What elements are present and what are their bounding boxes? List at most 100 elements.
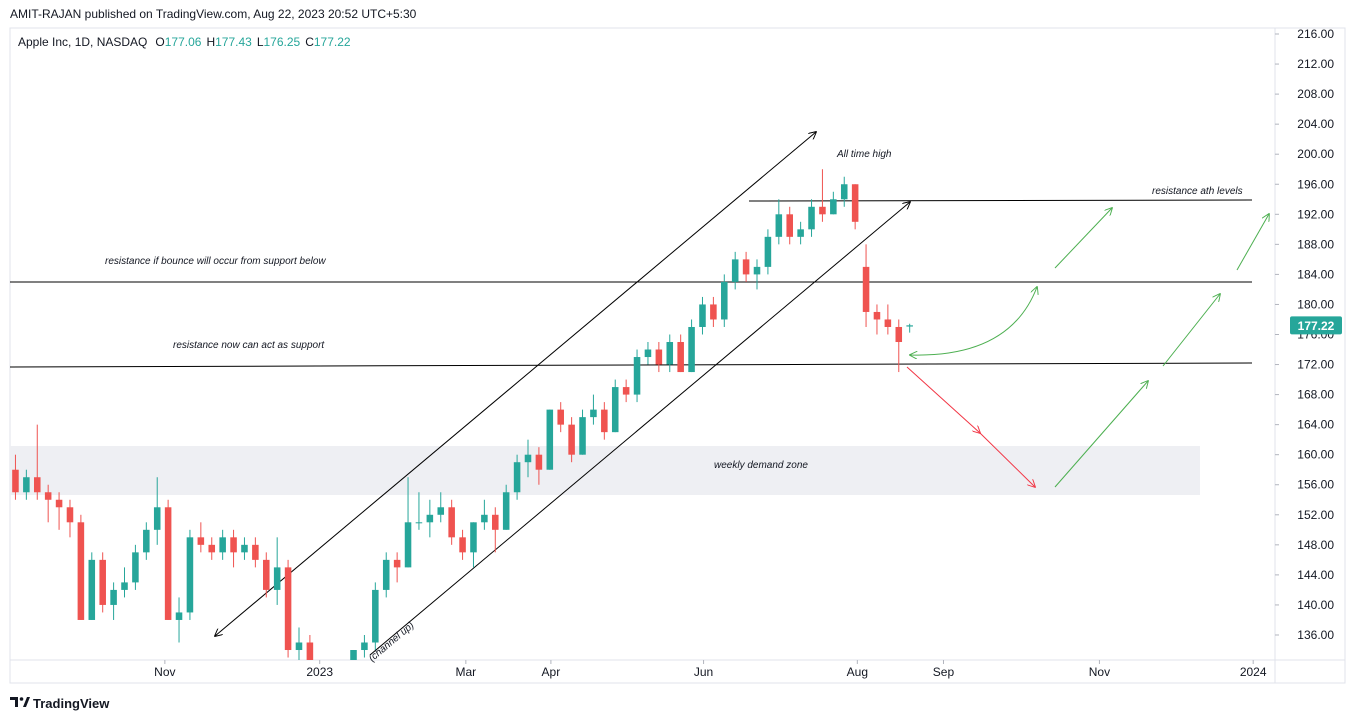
candle-body [284,567,292,651]
candle-body [143,529,150,553]
candle-body [797,229,804,237]
candle-body [186,537,194,613]
candle-body [448,507,455,538]
candle-body [459,537,466,553]
candle-body [328,680,335,718]
ohlc-value: 177.22 [314,35,351,49]
candle-body [33,477,41,493]
y-tick-label: 192.00 [1297,207,1334,221]
frame [9,27,1346,684]
y-tick-label: 168.00 [1297,388,1334,402]
candle-body [393,559,401,568]
x-tick-label: 2023 [306,665,333,679]
candle-body [208,544,216,553]
candle-body [241,544,248,553]
annotation: All time high [836,149,892,160]
candle-body [295,642,303,651]
candle-body [579,417,586,455]
candle-body [252,544,259,560]
candle-body [873,311,881,320]
x-tick-label: Aug [847,665,868,679]
y-tick-label: 188.00 [1297,237,1334,251]
candle-body [764,236,772,267]
candle-body [513,462,521,493]
candle-body [535,454,543,470]
bounce-arrow [910,287,1037,355]
candle-body [44,492,52,500]
channel-lower [369,202,910,656]
candle-body [415,522,423,524]
candle-body [677,342,684,373]
x-tick-label: Nov [1089,665,1110,679]
candle-body [786,214,793,237]
bull-arrow [1054,381,1148,488]
candle-body [775,214,783,237]
candle-body [622,387,630,395]
y-tick-label: 144.00 [1297,568,1334,582]
support-line [10,362,1253,368]
bear-arrow [906,366,1035,487]
candle-body [382,559,390,590]
candle-body [601,409,608,433]
demand-zone [10,446,1200,495]
candle-body [830,199,837,215]
y-tick-label: 208.00 [1297,87,1334,101]
candle-body [492,514,499,530]
price-label: 177.22 [1298,319,1335,333]
byline: AMIT-RAJAN published on TradingView.com,… [10,7,417,21]
candle-body [23,477,30,493]
candle-body [153,507,161,530]
candle-body [481,514,488,523]
projections [906,208,1269,488]
y-tick-label: 152.00 [1297,508,1334,522]
candle-body [655,349,663,365]
y-tick-label: 196.00 [1297,177,1334,191]
y-tick-label: 164.00 [1297,418,1334,432]
candle-body [884,319,892,327]
x-tick-label: 2024 [1240,665,1267,679]
candle-body [273,567,281,590]
candle-body [404,522,412,568]
legend: Apple Inc, 1D, NASDAQ O177.06 H177.43 L176.… [18,35,351,49]
candle-body [372,589,379,643]
candle-body [808,206,815,230]
ohlc-letter: C [305,35,314,49]
candle-body [437,507,445,515]
x-tick-label: Jun [694,665,713,679]
y-tick-label: 172.00 [1297,358,1334,372]
ohlc-value: 177.06 [165,35,202,49]
candle-body [121,582,128,590]
ath-line [748,199,1253,202]
ohlc-value: 177.43 [215,35,252,49]
bull-arrow [1236,214,1269,271]
candle-body [895,326,903,343]
candle-body [906,325,913,327]
candle-body [742,259,750,275]
candle-body [710,304,717,320]
candle-body [99,559,106,605]
candle-body [66,507,74,523]
y-tick-label: 160.00 [1297,448,1334,462]
candle-body [470,522,477,553]
drawings [10,132,1253,656]
annotation: resistance now can act as support [173,340,325,351]
candle-body [851,184,859,222]
candle-body [753,266,761,275]
candle-body [77,522,85,620]
candle-body [175,612,183,620]
y-tick-label: 204.00 [1297,117,1334,131]
y-tick-label: 180.00 [1297,297,1334,311]
candle-body [546,409,554,470]
channel-upper [215,132,816,636]
candle-body [132,552,139,583]
candle-body [502,492,510,530]
bull-arrow [1054,208,1112,269]
y-tick-label: 184.00 [1297,267,1334,281]
annotation: weekly demand zone [714,460,808,471]
candle-body [263,559,270,590]
logo [10,697,30,707]
y-tick-label: 156.00 [1297,478,1334,492]
candle-body [862,266,870,312]
candle-body [590,409,597,418]
ohlc-value: 176.25 [264,35,301,49]
